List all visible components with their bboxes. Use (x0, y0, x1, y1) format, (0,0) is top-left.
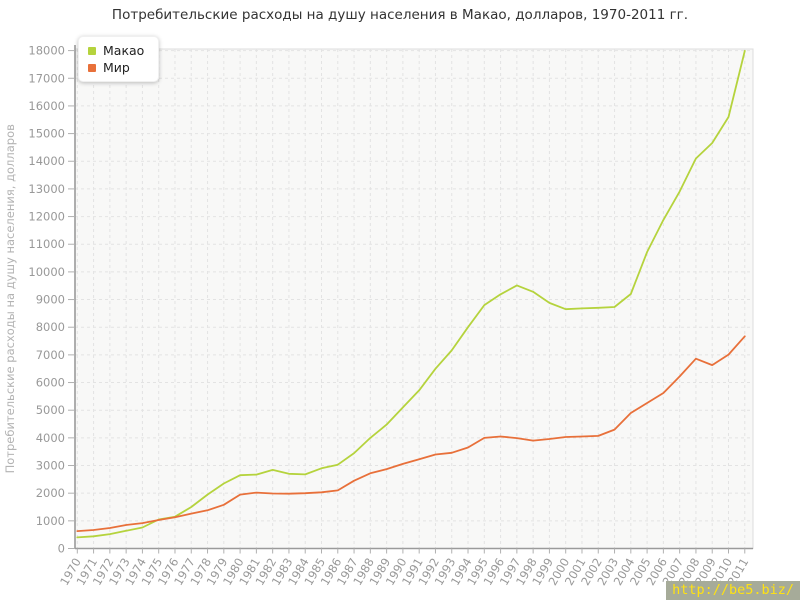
y-tick-label: 8000 (36, 320, 65, 334)
x-tick-labels: 1970197119721973197419751976197719781979… (57, 548, 751, 588)
plot-area (74, 48, 754, 549)
h-gridlines (75, 50, 753, 522)
series-lines (76, 50, 746, 539)
y-tick-label: 12000 (28, 210, 65, 224)
legend-swatch-macao (88, 47, 96, 55)
y-tick-label: 17000 (28, 71, 65, 85)
y-tick-label: 0 (58, 542, 65, 556)
legend: Макао Мир (78, 36, 160, 82)
y-tick-label: 16000 (28, 99, 65, 113)
y-tick-label: 5000 (36, 403, 65, 417)
y-tick-label: 10000 (28, 265, 65, 279)
y-tick-label: 18000 (28, 44, 65, 58)
y-tick-label: 13000 (28, 182, 65, 196)
y-tick-label: 4000 (36, 431, 65, 445)
y-tick-label: 2000 (36, 486, 65, 500)
y-tick-label: 11000 (28, 237, 65, 251)
y-tick-label: 3000 (36, 459, 65, 473)
y-tick-label: 9000 (36, 293, 65, 307)
y-tick-label: 15000 (28, 127, 65, 141)
series-line-mir (76, 335, 746, 532)
legend-swatch-mir (88, 64, 96, 72)
y-tick-label: 1000 (36, 514, 65, 528)
watermark-link[interactable]: http://be5.biz/ (666, 581, 800, 600)
y-tick-label: 6000 (36, 376, 65, 390)
legend-item-macao[interactable]: Макао (88, 42, 144, 59)
chart-title: Потребительские расходы на душу населени… (111, 7, 689, 23)
legend-label-mir: Мир (103, 60, 130, 75)
series-line-macao (76, 50, 746, 539)
y-tick-label: 7000 (36, 348, 65, 362)
legend-label-macao: Макао (103, 43, 145, 58)
y-tick-label: 14000 (28, 154, 65, 168)
legend-item-mir[interactable]: Мир (88, 59, 144, 76)
y-axis-title: Потребительские расходы на душу населени… (3, 124, 17, 474)
y-tick-labels: 0 1000 2000 3000 4000 5000 6000 7000 8000 9000 100… (28, 44, 75, 556)
